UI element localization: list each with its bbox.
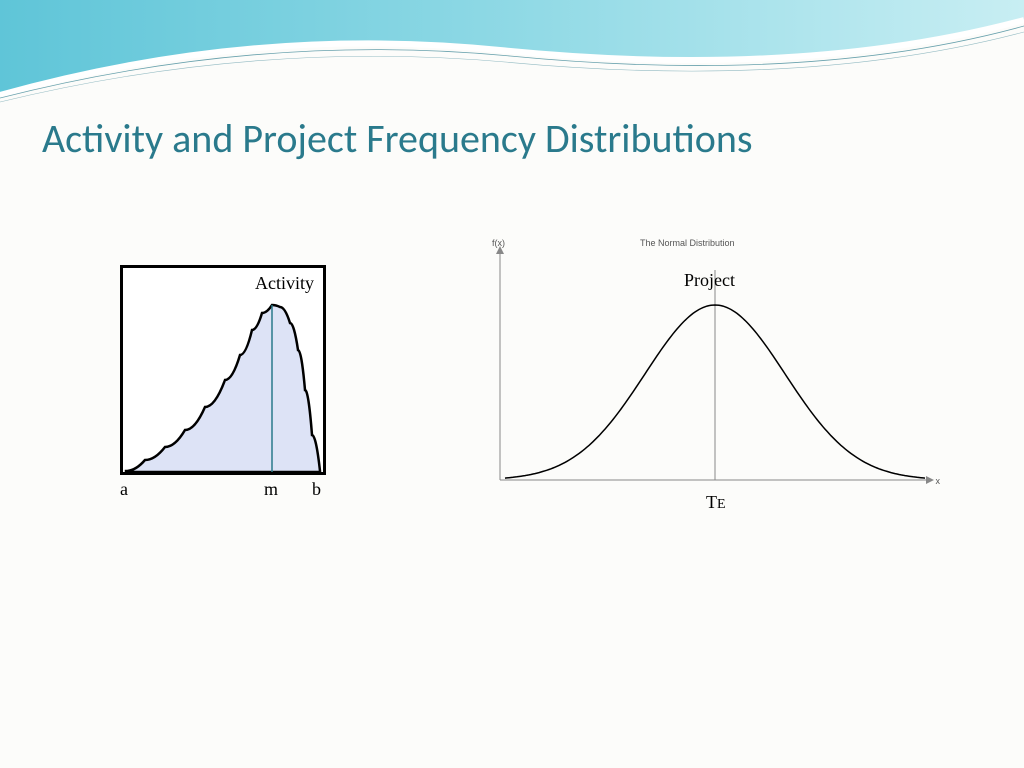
axis-label-te: TE <box>706 492 726 513</box>
x-axis-label: x <box>936 476 941 486</box>
normal-dist-title: The Normal Distribution <box>640 238 735 248</box>
wave-header <box>0 0 1024 120</box>
activity-chart-label: Activity <box>255 273 314 294</box>
axis-label-m: m <box>264 479 278 500</box>
project-chart-label: Project <box>684 270 735 291</box>
axis-label-a: a <box>120 479 128 500</box>
y-axis-label: f(x) <box>492 238 505 248</box>
project-chart: f(x) The Normal Distribution x Project T… <box>490 240 940 516</box>
activity-chart: Activity a m b <box>120 265 326 503</box>
axis-label-b: b <box>312 479 321 500</box>
slide-title: Activity and Project Frequency Distribut… <box>42 114 753 163</box>
activity-distribution-svg <box>120 265 326 475</box>
